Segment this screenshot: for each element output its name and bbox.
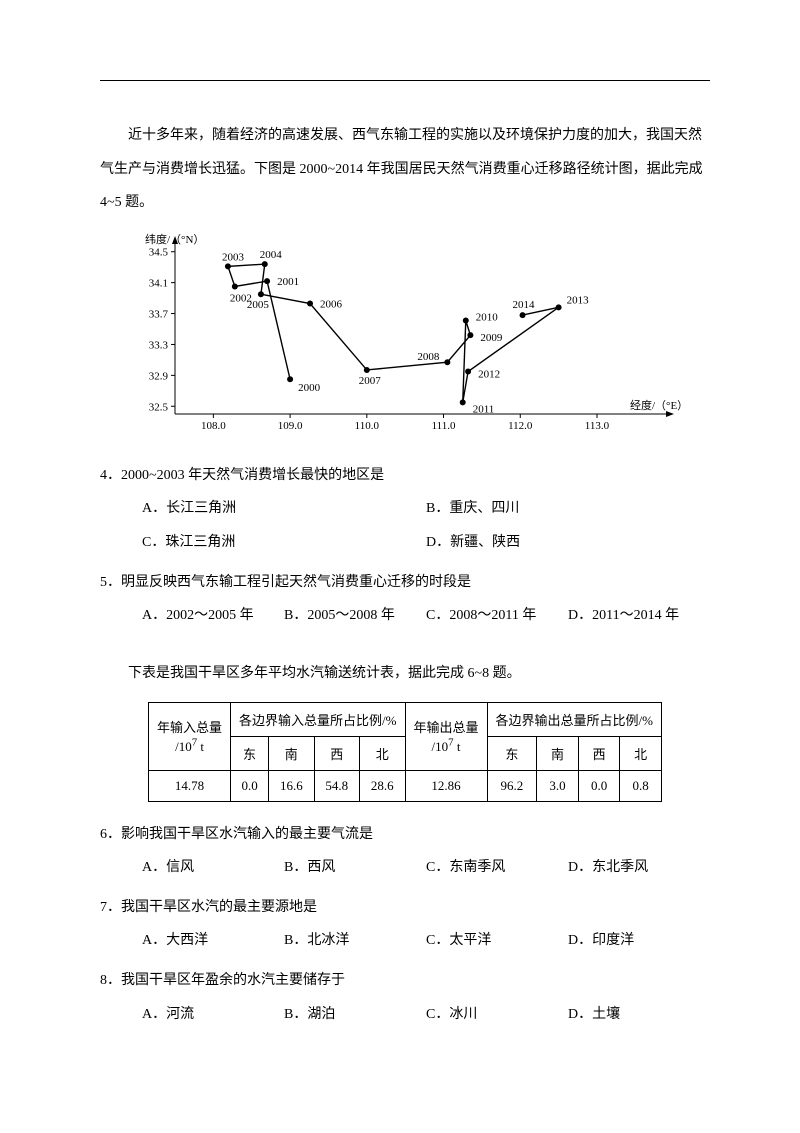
svg-text:32.9: 32.9 <box>149 370 169 382</box>
td-in-S: 16.6 <box>269 770 314 801</box>
q4-opt-b[interactable]: B．重庆、四川 <box>426 492 710 526</box>
svg-text:2012: 2012 <box>478 368 500 380</box>
svg-text:110.0: 110.0 <box>355 420 380 432</box>
q4-opt-a[interactable]: A．长江三角洲 <box>142 492 426 526</box>
q6-opt-b[interactable]: B．西风 <box>284 851 426 885</box>
water-table: 年输入总量 /107 t 各边界输入总量所占比例/% 年输出总量 /107 t … <box>148 702 662 802</box>
q6-opt-d[interactable]: D．东北季风 <box>568 851 710 885</box>
svg-text:2011: 2011 <box>473 403 495 415</box>
passage-2: 下表是我国干旱区多年平均水汽输送统计表，据此完成 6~8 题。 <box>100 659 710 690</box>
svg-text:2001: 2001 <box>277 276 299 288</box>
svg-text:2010: 2010 <box>476 311 499 323</box>
td-out-total: 12.86 <box>405 770 487 801</box>
q6-opt-c[interactable]: C．东南季风 <box>426 851 568 885</box>
th-N-out: 北 <box>620 736 662 770</box>
q5-opt-d[interactable]: D．2011～2014 年 <box>568 599 710 633</box>
svg-text:2005: 2005 <box>247 299 270 311</box>
th-in-total: 年输入总量 <box>157 720 222 735</box>
svg-text:2014: 2014 <box>513 299 536 311</box>
svg-text:经度/（°E）: 经度/（°E） <box>630 398 688 412</box>
q7-stem: 7．我国干旱区水汽的最主要源地是 <box>100 891 710 925</box>
td-in-N: 28.6 <box>360 770 405 801</box>
td-out-E: 96.2 <box>487 770 537 801</box>
svg-text:32.5: 32.5 <box>149 401 169 413</box>
td-out-W: 0.0 <box>578 770 620 801</box>
q8-opt-a[interactable]: A．河流 <box>142 998 284 1032</box>
th-S-in: 南 <box>269 736 314 770</box>
q7-opt-b[interactable]: B．北冰洋 <box>284 924 426 958</box>
q6-opt-a[interactable]: A．信风 <box>142 851 284 885</box>
svg-text:2013: 2013 <box>567 294 590 306</box>
q4-opt-c[interactable]: C．珠江三角洲 <box>142 526 426 560</box>
q7-opt-a[interactable]: A．大西洋 <box>142 924 284 958</box>
th-unit-2: /107 t <box>432 739 461 754</box>
svg-text:113.0: 113.0 <box>585 420 610 432</box>
svg-text:2003: 2003 <box>222 251 245 263</box>
q5-opt-c[interactable]: C．2008～2011 年 <box>426 599 568 633</box>
svg-text:2006: 2006 <box>320 298 343 310</box>
svg-text:111.0: 111.0 <box>432 420 456 432</box>
svg-text:33.3: 33.3 <box>149 339 169 351</box>
svg-text:112.0: 112.0 <box>508 420 533 432</box>
q7-opt-d[interactable]: D．印度洋 <box>568 924 710 958</box>
td-out-N: 0.8 <box>620 770 662 801</box>
q5-opt-b[interactable]: B．2005～2008 年 <box>284 599 426 633</box>
svg-text:34.1: 34.1 <box>149 277 168 289</box>
q5-opt-a[interactable]: A．2002～2005 年 <box>142 599 284 633</box>
svg-text:纬度/（°N）: 纬度/（°N） <box>145 232 204 246</box>
th-E-out: 东 <box>487 736 537 770</box>
q8-opt-d[interactable]: D．土壤 <box>568 998 710 1032</box>
th-unit: /107 t <box>175 739 204 754</box>
svg-text:2008: 2008 <box>417 351 440 363</box>
svg-text:108.0: 108.0 <box>201 420 226 432</box>
td-out-S: 3.0 <box>537 770 579 801</box>
svg-text:33.7: 33.7 <box>149 308 169 320</box>
td-in-total: 14.78 <box>149 770 231 801</box>
svg-text:2009: 2009 <box>480 332 503 344</box>
q8-opt-b[interactable]: B．湖泊 <box>284 998 426 1032</box>
th-W-out: 西 <box>578 736 620 770</box>
th-in-ratio: 各边界输入总量所占比例/% <box>231 702 405 736</box>
svg-text:2004: 2004 <box>260 249 283 261</box>
th-out-total: 年输出总量 <box>414 720 479 735</box>
q8-stem: 8．我国干旱区年盈余的水汽主要储存于 <box>100 964 710 998</box>
th-E-in: 东 <box>231 736 269 770</box>
th-N-in: 北 <box>360 736 405 770</box>
th-out-ratio: 各边界输出总量所占比例/% <box>487 702 661 736</box>
passage-1: 近十多年来，随着经济的高速发展、西气东输工程的实施以及环境保护力度的加大，我国天… <box>100 119 710 220</box>
q4-stem: 4．2000~2003 年天然气消费增长最快的地区是 <box>100 459 710 493</box>
svg-text:109.0: 109.0 <box>278 420 303 432</box>
th-S-out: 南 <box>537 736 579 770</box>
td-in-E: 0.0 <box>231 770 269 801</box>
gas-chart: 108.0 109.0 110.0 111.0 112.0 113.0 32.5 32.9 33… <box>130 232 710 447</box>
svg-text:34.5: 34.5 <box>149 247 169 259</box>
q8-opt-c[interactable]: C．冰川 <box>426 998 568 1032</box>
q5-stem: 5．明显反映西气东输工程引起天然气消费重心迁移的时段是 <box>100 566 710 600</box>
th-W-in: 西 <box>314 736 359 770</box>
top-rule <box>100 80 710 81</box>
q6-stem: 6．影响我国干旱区水汽输入的最主要气流是 <box>100 818 710 852</box>
q4-opt-d[interactable]: D．新疆、陕西 <box>426 526 710 560</box>
svg-text:2007: 2007 <box>359 375 382 387</box>
td-in-W: 54.8 <box>314 770 359 801</box>
svg-text:2000: 2000 <box>298 382 321 394</box>
q7-opt-c[interactable]: C．太平洋 <box>426 924 568 958</box>
